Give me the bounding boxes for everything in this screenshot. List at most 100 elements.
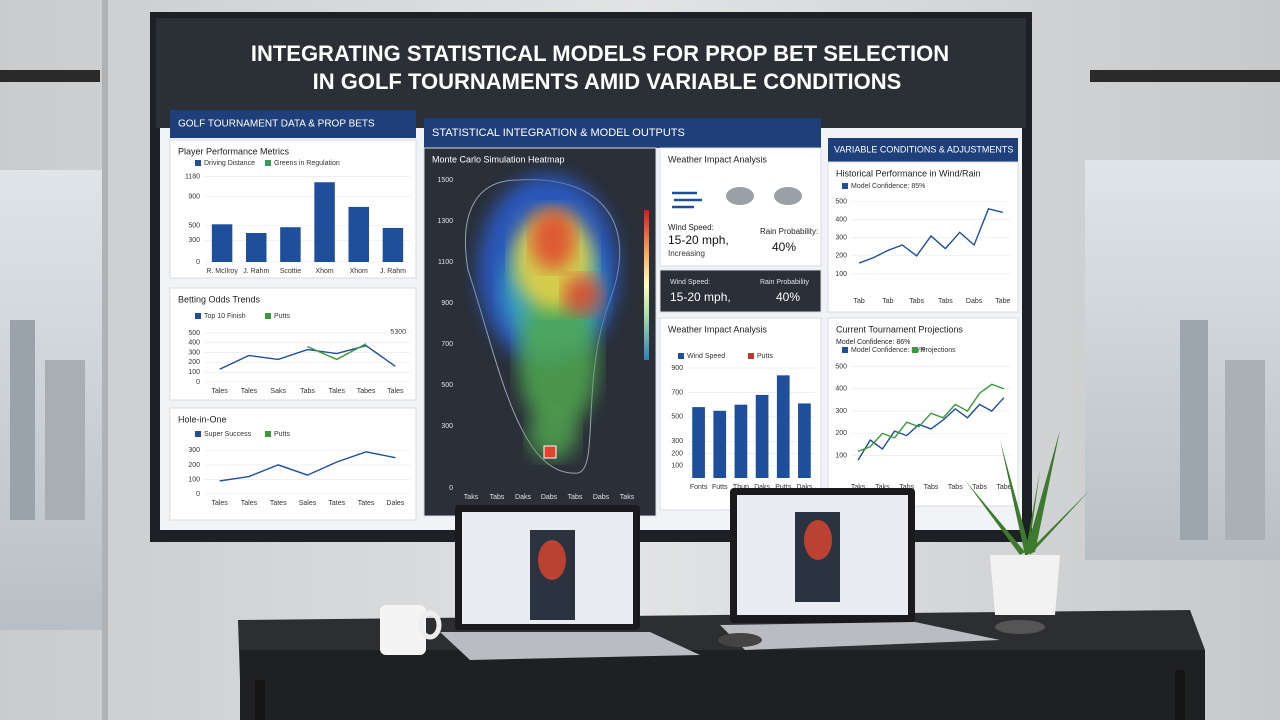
laptop-heat [804,520,832,560]
x-tick-label: Taks [875,484,890,491]
y-tick-label: 900 [671,365,683,372]
legend-swatch [195,313,201,319]
y-tick-label: 500 [835,198,847,205]
plant-leaves [965,430,1090,555]
bar [776,375,790,478]
x-tick-label: Xhom [350,268,368,275]
x-tick-label: Tabes [357,388,376,395]
panel-title: Weather Impact Analysis [668,154,767,164]
legend-label: Projections [921,347,956,354]
legend-label: Driving Distance [204,160,255,167]
panel-title: Historical Performance in Wind/Rain [836,168,981,178]
y-tick-label: 1300 [437,218,453,225]
hot-spot [543,445,557,459]
heat-area [518,290,598,430]
legend-swatch [195,431,201,437]
x-tick-label: Futts [712,484,728,491]
legend-label: Putts [757,353,773,360]
y-tick-label: 0 [196,259,200,266]
x-tick-label: Tates [328,500,345,507]
x-tick-label: Tabe [995,298,1010,305]
section-title: STATISTICAL INTEGRATION & MODEL OUTPUTS [432,127,685,139]
mouse [995,620,1045,634]
y-tick-label: 200 [188,359,200,366]
y-tick-label: 200 [671,450,683,457]
y-tick-label: 700 [671,389,683,396]
section-header [828,138,1018,162]
building [45,360,85,520]
wind-icon [672,191,702,209]
rain-value: 40% [772,240,796,254]
x-tick-label: Tabs [924,484,939,491]
wind-label: Wind Speed: [670,279,710,286]
section-header [170,110,416,138]
y-tick-label: 300 [188,237,200,244]
mug-handle [418,610,442,640]
mug [380,605,426,655]
bar [755,394,769,478]
bar [348,206,369,262]
card [169,407,417,521]
panel-title: Hole-in-One [178,414,227,424]
bar [713,410,727,478]
x-tick-label: Tabs [948,484,963,491]
title-band [156,18,1026,128]
wall-edge [102,0,108,720]
section-title: VARIABLE CONDITIONS & ADJUSTMENTS [834,144,1013,154]
wind-trend: Increasing [668,249,705,258]
ceiling-light [1090,70,1280,82]
x-tick-label: Tabs [972,484,987,491]
x-tick-label: Dabs [966,298,983,305]
x-tick-label: Tales [211,388,228,395]
legend-label: Greens in Regulation [274,160,340,167]
legend-label: Super Success [204,431,252,438]
building [1180,320,1208,540]
x-tick-label: Daks [754,484,770,491]
x-tick-label: Fonts [690,484,708,491]
y-tick-label: 200 [835,430,847,437]
line-series [219,344,396,370]
x-tick-label: Dales [386,500,404,507]
y-tick-label: 1500 [437,177,453,184]
laptop-base [720,622,1000,650]
x-tick-label: Tabs [938,298,953,305]
title-line: IN GOLF TOURNAMENTS AMID VARIABLE CONDIT… [313,69,902,94]
panel-title: Betting Odds Trends [178,294,261,304]
x-tick-label: Scottie [280,268,302,275]
y-tick-label: 1180 [185,173,200,180]
x-tick-label: Taks [620,494,635,501]
y-tick-label: 1100 [438,259,453,266]
panel-title: Weather Impact Analysis [668,324,767,334]
x-tick-label: Tabs [300,388,315,395]
x-tick-label: Putts [775,484,791,491]
legend-swatch [678,353,684,359]
x-tick-label: Tab [882,298,893,305]
legend-swatch [748,353,754,359]
section-title: GOLF TOURNAMENT DATA & PROP BETS [178,119,375,130]
y-tick-label: 100 [835,271,847,278]
panel-title: Player Performance Metrics [178,146,290,156]
x-tick-label: Daks [796,484,812,491]
course-outline [464,179,621,474]
title-line: INTEGRATING STATISTICAL MODELS FOR PROP … [251,41,949,66]
building [1225,360,1265,540]
ceiling-light [0,70,100,82]
y-tick-label: 100 [188,369,200,376]
y-tick-label: 0 [196,379,200,386]
legend-label: Model Confidence: 85% [851,183,925,190]
x-tick-label: J. Rahm [380,268,406,275]
line-series [857,383,1005,452]
y-tick-label: 100 [671,463,683,470]
legend-label: Top 10 Finish [204,313,246,320]
panels: Player Performance Metrics 0 300 500 900 1180… [169,139,1019,521]
rain-value: 40% [776,290,800,304]
card [659,269,822,313]
x-tick-label: Tales [241,388,258,395]
wind-value: 15-20 mph, [668,233,729,247]
bar [314,182,335,262]
legend-swatch [842,183,848,189]
annotation: 5300 [390,329,406,336]
y-tick-label: 200 [835,253,847,260]
x-tick-label: Tab [854,298,865,305]
